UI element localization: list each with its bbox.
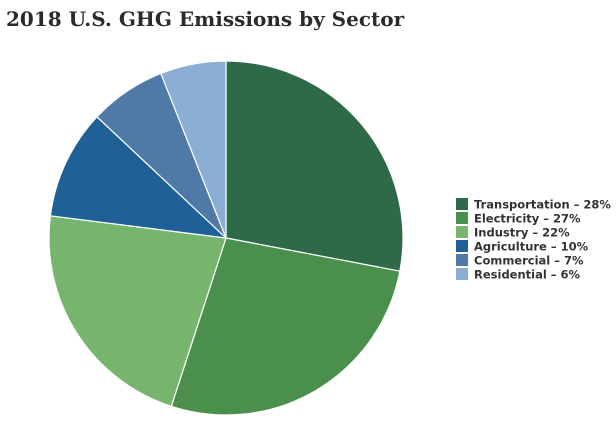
legend-swatch — [456, 198, 468, 210]
pie-slice — [170, 237, 401, 416]
legend-label: Residential – 6% — [474, 268, 581, 282]
pie-slice — [225, 60, 404, 272]
legend-label: Industry – 22% — [474, 226, 570, 240]
pie-slice — [160, 60, 227, 239]
legend-label: Agriculture – 10% — [474, 240, 589, 254]
legend-swatch — [456, 212, 468, 224]
legend-label: Electricity – 27% — [474, 212, 581, 226]
pie-slice — [49, 115, 228, 239]
chart-title: 2018 U.S. GHG Emissions by Sector — [6, 7, 405, 31]
legend-label: Commercial – 7% — [474, 254, 584, 268]
legend-label: Transportation – 28% — [474, 198, 611, 212]
pie-slice — [48, 215, 227, 408]
legend-swatch — [456, 240, 468, 252]
legend-swatch — [456, 226, 468, 238]
legend-swatch — [456, 254, 468, 266]
legend-swatch — [456, 268, 468, 280]
